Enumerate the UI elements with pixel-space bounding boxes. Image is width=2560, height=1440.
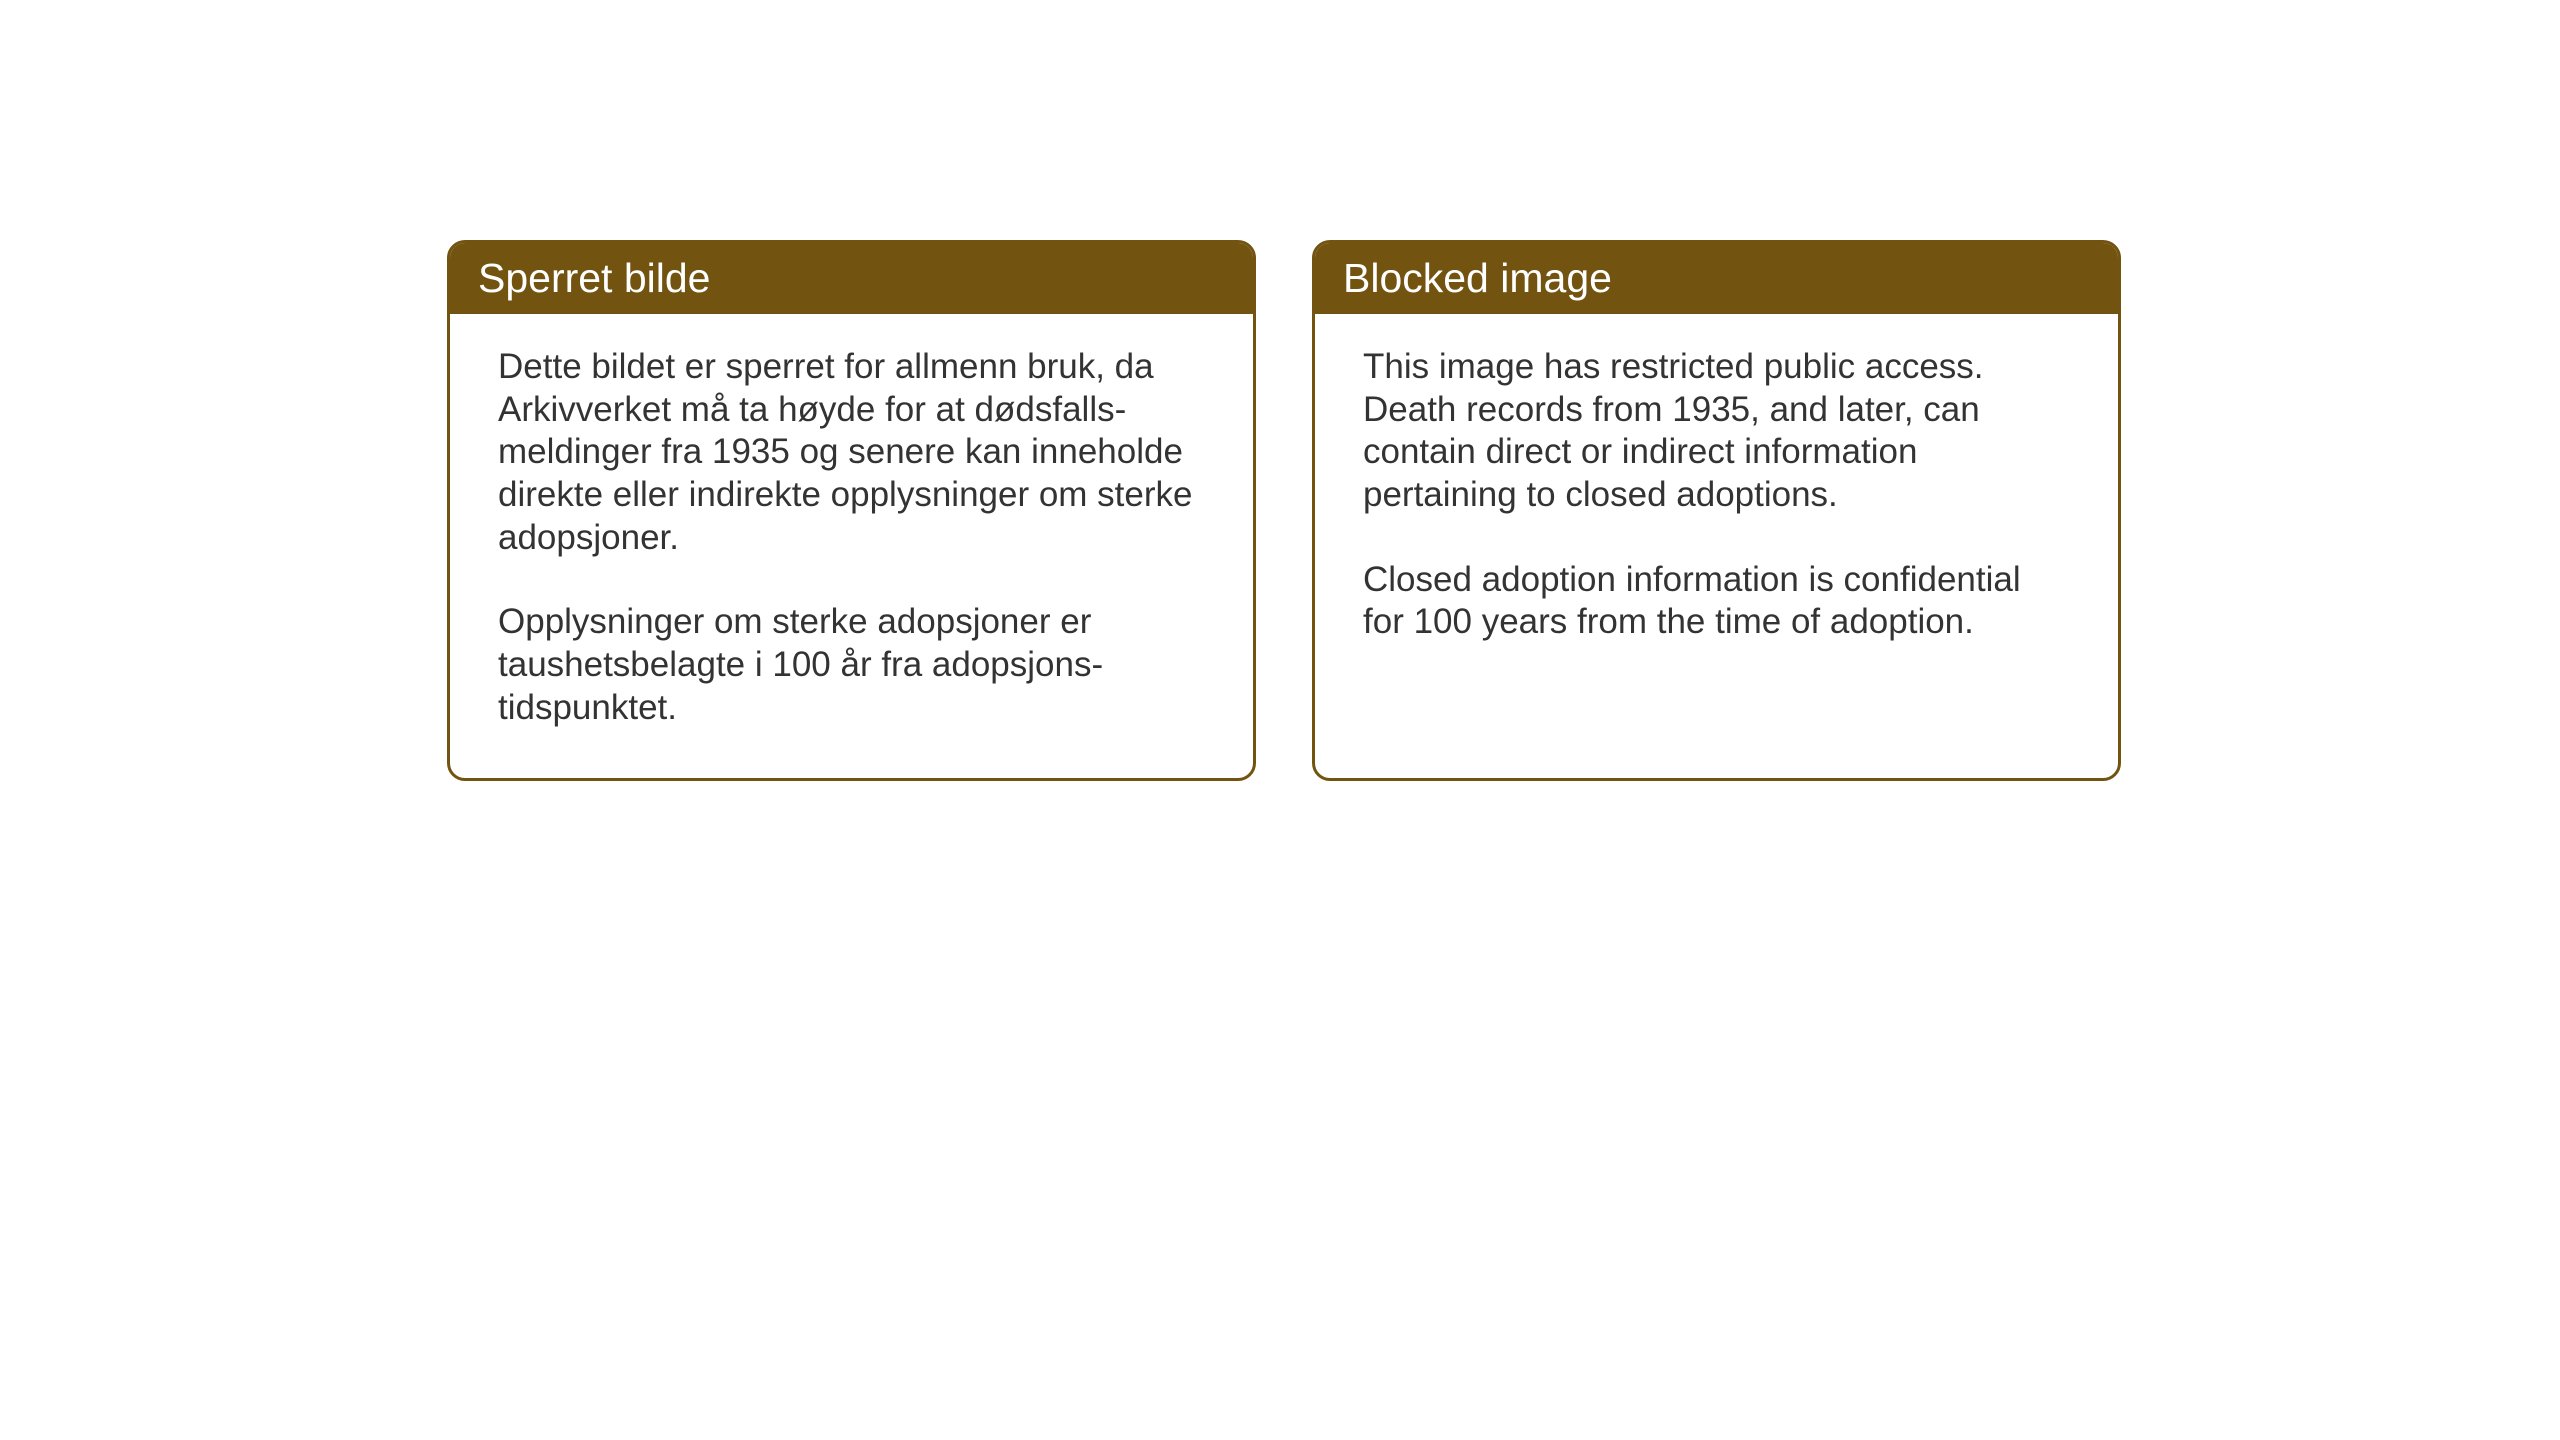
card-header-norwegian: Sperret bilde xyxy=(450,243,1253,314)
notice-card-english: Blocked image This image has restricted … xyxy=(1312,240,2121,781)
card-paragraph: Opplysninger om sterke adopsjoner er tau… xyxy=(498,601,1205,729)
card-body-norwegian: Dette bildet er sperret for allmenn bruk… xyxy=(450,314,1253,778)
card-title: Sperret bilde xyxy=(478,255,710,301)
card-paragraph: This image has restricted public access.… xyxy=(1363,346,2070,517)
notice-container: Sperret bilde Dette bildet er sperret fo… xyxy=(447,240,2121,781)
card-body-english: This image has restricted public access.… xyxy=(1315,314,2118,692)
card-paragraph: Closed adoption information is confident… xyxy=(1363,559,2070,644)
card-paragraph: Dette bildet er sperret for allmenn bruk… xyxy=(498,346,1205,559)
card-title: Blocked image xyxy=(1343,255,1612,301)
card-header-english: Blocked image xyxy=(1315,243,2118,314)
notice-card-norwegian: Sperret bilde Dette bildet er sperret fo… xyxy=(447,240,1256,781)
